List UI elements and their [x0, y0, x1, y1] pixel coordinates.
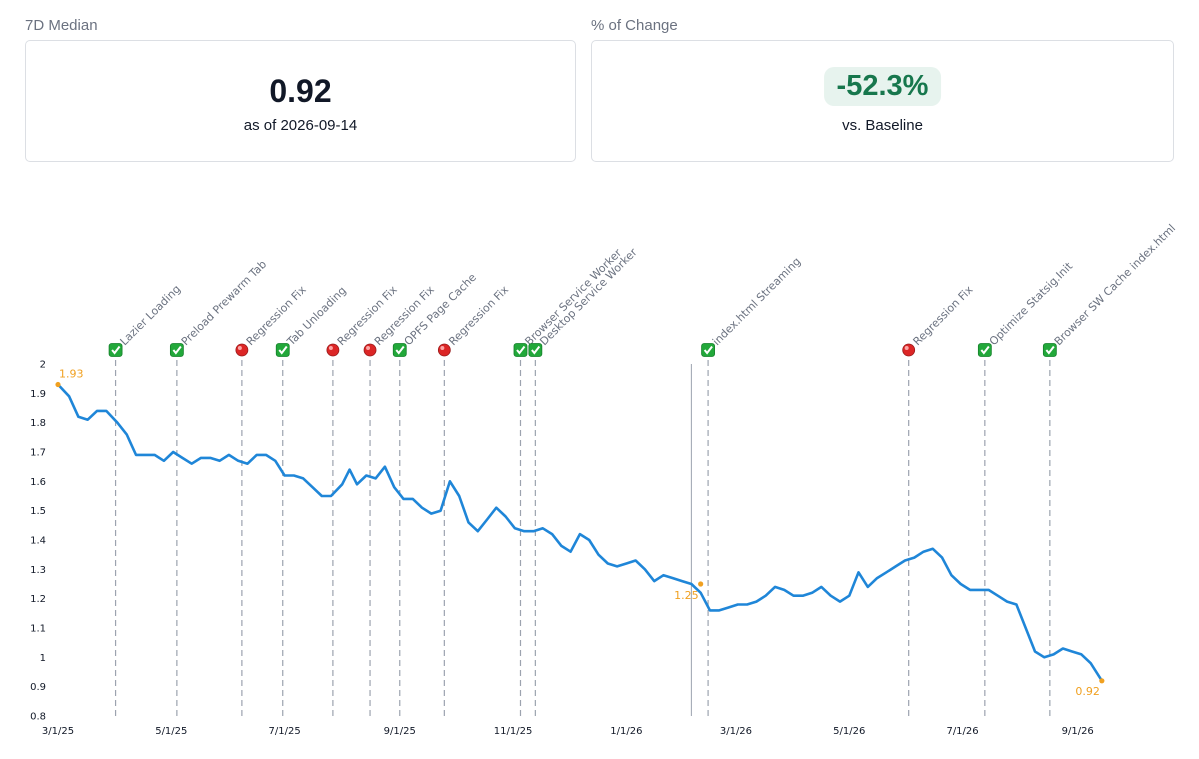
change-card: -52.3% vs. Baseline — [591, 40, 1174, 162]
median-card-title: 7D Median — [25, 17, 98, 34]
x-tick-label: 5/1/26 — [833, 726, 865, 737]
annotation-label: Desktop Service Worker — [537, 245, 640, 348]
y-tick-label: 1.4 — [30, 536, 46, 547]
check-mark — [703, 345, 713, 355]
red-dot-highlight — [440, 346, 445, 350]
x-tick-label: 7/1/26 — [946, 726, 978, 737]
median-trend-chart: 0.8 0.9 1 1.1 1.2 1.3 1.4 1.5 1.6 1.7 1.8 1.9 2 3/1/2… — [30, 222, 1178, 737]
check-mark — [1045, 345, 1055, 355]
green-check-icon — [528, 343, 543, 357]
red-dot-highlight — [366, 346, 371, 350]
point-value-label: 0.92 — [1075, 685, 1100, 698]
red-dot-icon — [437, 343, 451, 357]
point-marker — [55, 381, 61, 388]
x-tick-label: 3/1/26 — [720, 726, 752, 737]
y-tick-label: 0.9 — [30, 682, 46, 693]
green-check-icon — [701, 343, 715, 357]
green-check-icon — [977, 343, 992, 357]
y-tick-label: 1.3 — [30, 565, 46, 576]
change-baseline-text: vs. Baseline — [842, 117, 923, 134]
check-mark — [111, 345, 121, 355]
annotation-label: Browser Service Worker — [522, 246, 624, 348]
x-tick-label: 11/1/25 — [494, 726, 533, 737]
green-check-icon — [169, 343, 184, 357]
green-check-icon — [513, 343, 528, 357]
check-mark — [172, 345, 182, 355]
red-dot-icon — [363, 343, 377, 357]
green-check-icon — [1042, 343, 1057, 357]
red-dot-icon — [326, 343, 340, 357]
x-tick-label: 3/1/25 — [42, 726, 74, 737]
red-dot-icon — [235, 343, 249, 357]
annotation-label: index.html Streaming — [710, 255, 803, 348]
check-mark — [980, 345, 990, 355]
check-mark — [516, 345, 526, 355]
point-value-label: 1.93 — [59, 368, 84, 381]
check-mark — [278, 345, 288, 355]
green-check-icon — [392, 343, 407, 357]
change-value-badge: -52.3% — [823, 67, 942, 106]
y-tick-label: 1.6 — [30, 477, 46, 488]
y-tick-label: 1.7 — [30, 448, 46, 459]
y-tick-label: 2 — [40, 360, 46, 371]
median-value: 0.92 — [269, 73, 332, 109]
annotation-label: Regression Fix — [911, 283, 976, 348]
y-tick-label: 1.8 — [30, 418, 46, 429]
point-marker — [698, 581, 704, 587]
median-card: 0.92 as of 2026-09-14 — [25, 40, 576, 162]
red-dot-highlight — [904, 346, 909, 350]
point-value-label: 1.25 — [674, 589, 699, 602]
annotation-label: Lazier Loading — [118, 282, 184, 348]
x-tick-label: 7/1/25 — [269, 726, 301, 737]
x-tick-label: 9/1/25 — [384, 726, 416, 737]
annotation-label: Browser SW Cache index.html — [1052, 222, 1178, 348]
y-tick-label: 1.9 — [30, 389, 46, 400]
y-tick-label: 1.5 — [30, 506, 46, 517]
green-check-icon — [108, 343, 123, 357]
y-tick-label: 0.8 — [30, 712, 46, 723]
red-dot-highlight — [237, 346, 242, 350]
red-dot-icon — [902, 343, 916, 357]
red-dot-highlight — [328, 346, 333, 350]
x-tick-label: 9/1/26 — [1062, 726, 1094, 737]
y-tick-label: 1.2 — [30, 594, 46, 605]
median-as-of-date: as of 2026-09-14 — [243, 117, 358, 134]
check-mark — [531, 345, 541, 355]
y-tick-label: 1.1 — [30, 624, 46, 635]
change-card-title: % of Change — [591, 17, 678, 34]
median-series-line — [56, 383, 1104, 683]
y-tick-label: 1 — [40, 653, 46, 664]
point-marker — [1099, 678, 1105, 684]
green-check-icon — [275, 343, 290, 357]
x-tick-label: 5/1/25 — [155, 726, 187, 737]
x-tick-label: 1/1/26 — [610, 726, 642, 737]
check-mark — [395, 345, 405, 355]
